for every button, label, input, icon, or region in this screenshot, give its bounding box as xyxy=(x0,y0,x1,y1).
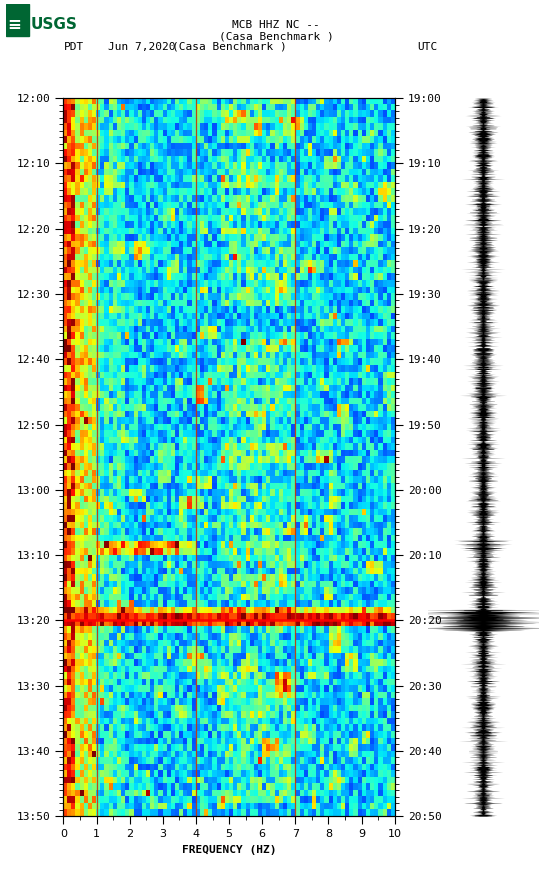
Text: Jun 7,2020: Jun 7,2020 xyxy=(108,42,175,52)
Text: UTC: UTC xyxy=(417,42,437,52)
Text: PDT: PDT xyxy=(63,42,84,52)
Text: (Casa Benchmark ): (Casa Benchmark ) xyxy=(172,42,286,52)
X-axis label: FREQUENCY (HZ): FREQUENCY (HZ) xyxy=(182,845,277,855)
Text: ≡: ≡ xyxy=(7,15,21,34)
Text: (Casa Benchmark ): (Casa Benchmark ) xyxy=(219,31,333,41)
Text: MCB HHZ NC --: MCB HHZ NC -- xyxy=(232,20,320,29)
Bar xyxy=(6,4,29,36)
Text: USGS: USGS xyxy=(31,17,78,32)
